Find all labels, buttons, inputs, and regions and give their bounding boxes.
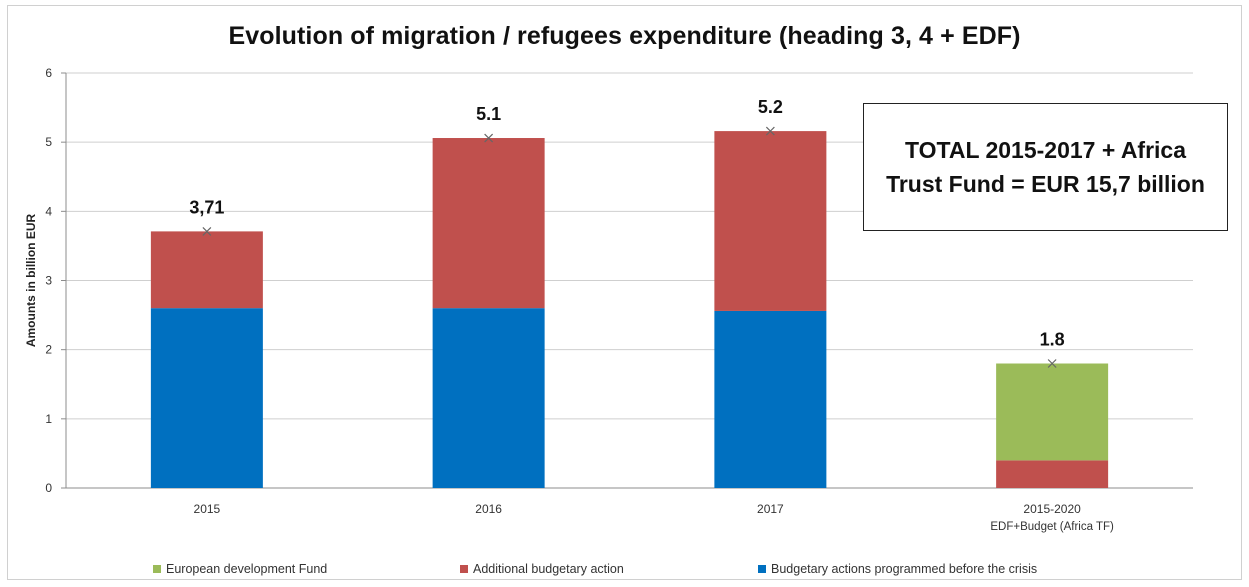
bar-segment-programmed [714,310,827,488]
legend-swatch-additional [460,565,468,573]
bar-segment-edf [996,363,1109,461]
chart-legend: European development Fund Additional bud… [0,562,1249,582]
y-axis-title: Amounts in billion EUR [24,214,38,348]
y-tick-label: 3 [45,274,52,288]
x-tick-label: 2016 [475,502,502,516]
y-tick-label: 6 [45,66,52,80]
bar-segment-additional [432,138,545,309]
x-tick-label: 2015-2020 [1023,502,1081,516]
total-marker [1047,359,1057,368]
chart-title: Evolution of migration / refugees expend… [228,22,1021,50]
data-label: 3,71 [189,197,224,217]
data-label: 5.1 [476,104,501,124]
bar-segment-additional [714,131,827,311]
total-marker [484,133,494,143]
total-annotation-line-2: Trust Fund = EUR 15,7 billion [886,171,1205,197]
bar-segment-programmed [432,308,545,488]
x-tick-label: 2015 [194,502,221,516]
legend-label-programmed: Budgetary actions programmed before the … [771,562,1038,576]
y-tick-label: 0 [45,481,52,495]
total-marker [202,226,212,236]
data-label: 1.8 [1040,330,1065,350]
total-marker [765,126,775,136]
legend-item-additional: Additional budgetary action [460,562,624,576]
x-tick-label: 2017 [757,502,784,516]
bar-segment-additional [996,460,1109,488]
data-label: 5.2 [758,97,783,117]
legend-swatch-edf [153,565,161,573]
total-annotation-line-1: TOTAL 2015-2017 + Africa [904,137,1187,163]
x-tick-sublabel: EDF+Budget (Africa TF) [990,521,1114,533]
legend-item-edf: European development Fund [153,562,327,576]
total-annotation-box: TOTAL 2015-2017 + Africa Trust Fund = EU… [863,103,1228,231]
legend-swatch-programmed [758,565,766,573]
legend-item-programmed: Budgetary actions programmed before the … [758,562,1037,576]
y-tick-label: 5 [45,135,52,149]
y-tick-label: 2 [45,343,52,357]
bar-segment-additional [150,231,263,309]
legend-label-additional: Additional budgetary action [473,562,624,576]
legend-label-edf: European development Fund [166,562,328,576]
chart-frame [7,5,1242,580]
y-tick-label: 1 [45,412,52,426]
bar-segment-programmed [150,308,263,488]
y-tick-label: 4 [45,204,52,218]
